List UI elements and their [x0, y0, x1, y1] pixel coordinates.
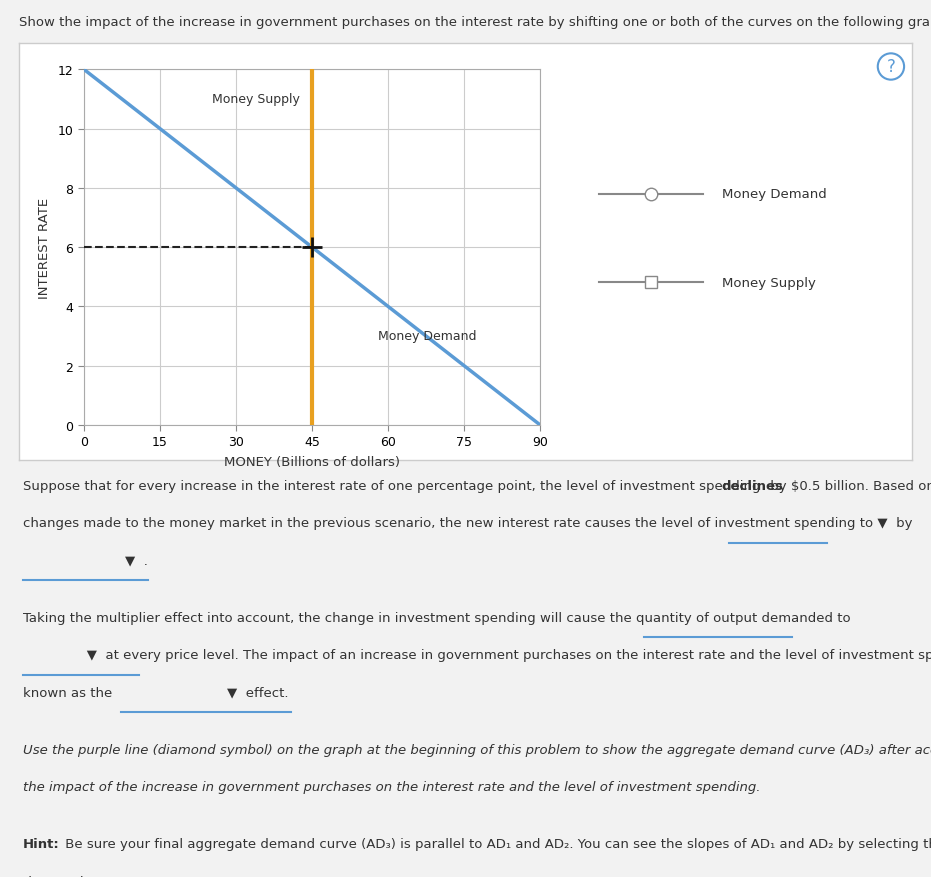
Text: Money Demand: Money Demand — [722, 188, 827, 201]
Text: Taking the multiplier effect into account, the change in investment spending wil: Taking the multiplier effect into accoun… — [23, 611, 931, 624]
Text: Hint:: Hint: — [23, 838, 60, 851]
Text: the impact of the increase in government purchases on the interest rate and the : the impact of the increase in government… — [23, 780, 761, 793]
Text: by $0.5 billion. Based on the: by $0.5 billion. Based on the — [766, 479, 931, 492]
Text: Money Demand: Money Demand — [378, 330, 477, 343]
Text: Suppose that for every increase in the interest rate of one percentage point, th: Suppose that for every increase in the i… — [23, 479, 765, 492]
Text: declines: declines — [722, 479, 783, 492]
Text: Be sure your final aggregate demand curve (AD₃) is parallel to AD₁ and AD₂. You : Be sure your final aggregate demand curv… — [61, 838, 931, 851]
Text: ?: ? — [886, 59, 896, 76]
Text: Money Supply: Money Supply — [212, 93, 300, 105]
X-axis label: MONEY (Billions of dollars): MONEY (Billions of dollars) — [223, 456, 400, 468]
Text: the graph.: the graph. — [23, 874, 92, 877]
Text: changes made to the money market in the previous scenario, the new interest rate: changes made to the money market in the … — [23, 517, 912, 530]
Text: ▼  at every price level. The impact of an increase in government purchases on th: ▼ at every price level. The impact of an… — [23, 648, 931, 661]
Text: ▼  .: ▼ . — [23, 553, 148, 567]
Text: Money Supply: Money Supply — [722, 276, 816, 289]
Text: Show the impact of the increase in government purchases on the interest rate by : Show the impact of the increase in gover… — [19, 17, 931, 29]
Text: Use the purple line (diamond symbol) on the graph at the beginning of this probl: Use the purple line (diamond symbol) on … — [23, 743, 931, 756]
Text: known as the                           ▼  effect.: known as the ▼ effect. — [23, 685, 289, 698]
Y-axis label: INTEREST RATE: INTEREST RATE — [37, 197, 50, 298]
